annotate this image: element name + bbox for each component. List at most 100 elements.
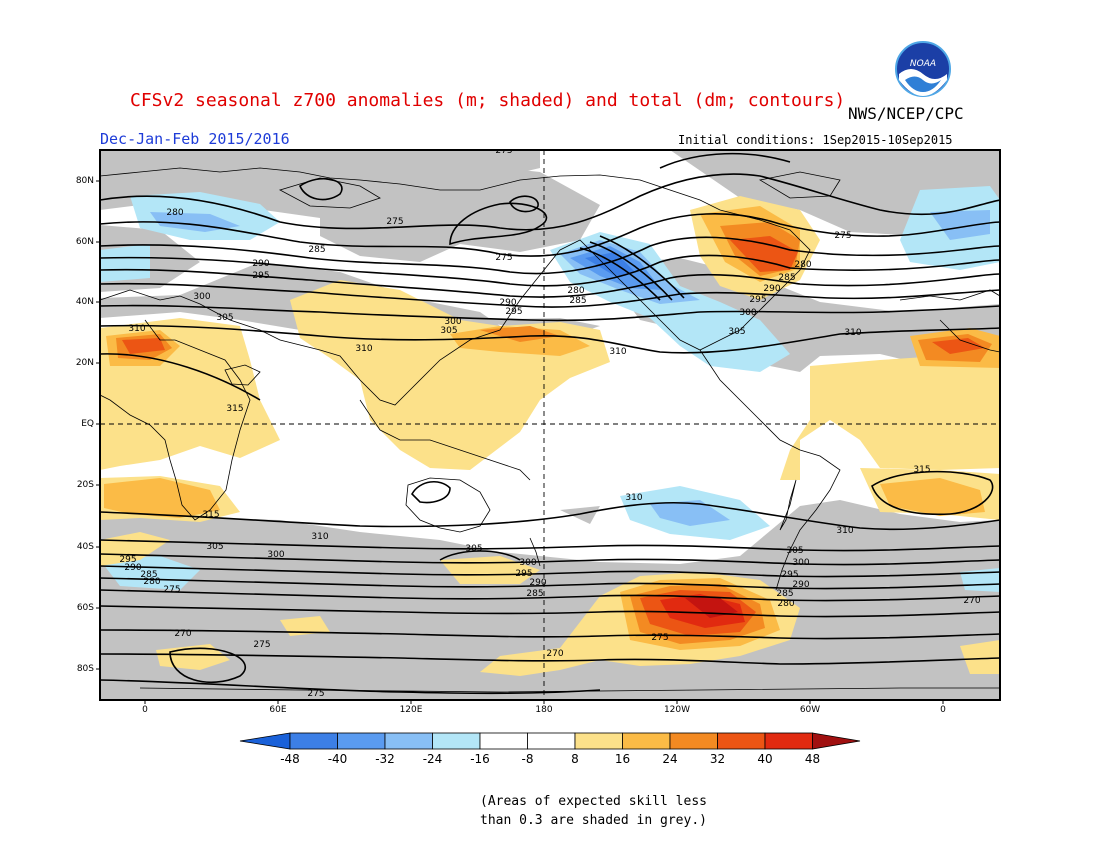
- colorbar-swatch: [574, 732, 623, 750]
- coastlines: [100, 167, 1000, 693]
- contour-label: 285: [569, 296, 586, 306]
- lon-label: 180: [535, 705, 553, 715]
- colorbar-label: 48: [804, 752, 821, 766]
- contour-label: 275: [495, 253, 512, 263]
- contour-label: 280: [777, 599, 794, 609]
- lat-label: 40S: [76, 542, 94, 552]
- colorbar-swatch: [717, 732, 766, 750]
- contour-label: 290: [252, 259, 269, 269]
- noaa-logo-text: NOAA: [910, 59, 936, 69]
- contour-label: 285: [526, 589, 543, 599]
- noaa-logo: NOAA: [895, 41, 951, 97]
- contour-label: 300: [444, 317, 461, 327]
- lat-label: 80N: [75, 176, 94, 186]
- colorbar-swatch: [479, 732, 528, 750]
- contour-label: 295: [781, 570, 798, 580]
- colorbar-swatch: [384, 732, 433, 750]
- contour-label: 310: [625, 493, 642, 503]
- contour-label: 300: [193, 292, 210, 302]
- contour-label: 295: [505, 307, 522, 317]
- lon-label: 60W: [799, 705, 821, 715]
- lat-label: 40N: [75, 297, 94, 307]
- contour-label: 285: [308, 245, 325, 255]
- colorbar-swatch: [337, 732, 386, 750]
- contour-label: 310: [844, 328, 861, 338]
- colorbar-swatch: [764, 732, 813, 750]
- contour-label: 270: [174, 629, 191, 639]
- contour-labels-south: 315 315 310 310 310 305 300 295 290 285 …: [119, 465, 980, 699]
- lat-label: 80S: [76, 664, 94, 674]
- lon-label: 0: [142, 705, 148, 715]
- negative-anomalies: [100, 186, 1000, 592]
- contour-label: 275: [253, 640, 270, 650]
- contour-labels-north: 280 275 285 290 295 300 305 310 315 275 …: [128, 146, 861, 414]
- contour-label: 295: [515, 569, 532, 579]
- lat-label: 60S: [76, 603, 94, 613]
- contour-label: 275: [834, 231, 851, 241]
- contour-label: 305: [728, 327, 745, 337]
- contour-label: 275: [495, 146, 512, 156]
- contour-label: 315: [202, 510, 219, 520]
- colorbar-label: 32: [709, 752, 726, 766]
- map-title: CFSv2 seasonal z700 anomalies (m; shaded…: [130, 90, 846, 111]
- contour-label: 305: [216, 313, 233, 323]
- initial-conditions-label: Initial conditions: 1Sep2015-10Sep2015: [678, 133, 953, 147]
- contour-label: 275: [651, 633, 668, 643]
- contour-label: 270: [546, 649, 563, 659]
- contour-label: 285: [776, 589, 793, 599]
- colorbar-label: 8: [571, 752, 579, 766]
- contour-label: 295: [749, 295, 766, 305]
- contour-label: 280: [166, 208, 183, 218]
- colorbar-label: -24: [422, 752, 443, 766]
- contour-label: 305: [786, 546, 803, 556]
- contour-label: 305: [465, 544, 482, 554]
- season-label: Dec-Jan-Feb 2015/2016: [100, 130, 290, 148]
- contour-label: 310: [128, 324, 145, 334]
- contour-label: 280: [143, 577, 160, 587]
- contour-label: 280: [567, 286, 584, 296]
- contour-label: 305: [206, 542, 223, 552]
- contour-label: 275: [386, 217, 403, 227]
- contours-north: [100, 152, 1000, 401]
- contour-label: 310: [311, 532, 328, 542]
- colorbar-label: -40: [327, 752, 348, 766]
- skill-note-line2: than 0.3 are shaded in grey.): [480, 813, 707, 828]
- colorbar-swatch: [669, 732, 718, 750]
- colorbar-label: -32: [375, 752, 395, 766]
- contour-label: 300: [267, 550, 284, 560]
- colorbar-label: -16: [470, 752, 490, 766]
- contour-label: 270: [963, 596, 980, 606]
- colorbar-label: -48: [280, 752, 300, 766]
- map-background: [100, 150, 1000, 700]
- contour-label: 310: [609, 347, 626, 357]
- lat-label: 60N: [75, 237, 94, 247]
- colorbar-label: 40: [757, 752, 773, 766]
- contour-label: 290: [792, 580, 809, 590]
- low-skill-shading: [100, 150, 1000, 700]
- skill-note: (Areas of expected skill less than 0.3 a…: [480, 792, 707, 830]
- contour-label: 285: [140, 570, 157, 580]
- contour-label: 300: [739, 308, 756, 318]
- contour-label: 275: [307, 689, 324, 699]
- colorbar-label: -8: [521, 752, 534, 766]
- map-frame: [99, 149, 1001, 701]
- contour-label: 305: [440, 326, 457, 336]
- contour-label: 315: [913, 465, 930, 475]
- colorbar-label: 16: [614, 752, 631, 766]
- lat-label: 20S: [76, 480, 94, 490]
- contour-label: 300: [519, 558, 536, 568]
- lon-label: 0: [940, 705, 946, 715]
- axis-ticks: [96, 180, 944, 704]
- contour-label: 290: [124, 563, 141, 573]
- contour-label: 280: [794, 260, 811, 270]
- contour-label: 310: [355, 344, 372, 354]
- colorbar-swatch: [622, 732, 671, 750]
- agency-label: NWS/NCEP/CPC: [848, 104, 964, 123]
- contour-label: 290: [499, 298, 516, 308]
- lon-label: 60E: [269, 705, 287, 715]
- contours-south: [100, 470, 1000, 695]
- contour-label: 290: [763, 284, 780, 294]
- colorbar-right-arrow: [812, 732, 861, 750]
- contour-label: 300: [792, 558, 809, 568]
